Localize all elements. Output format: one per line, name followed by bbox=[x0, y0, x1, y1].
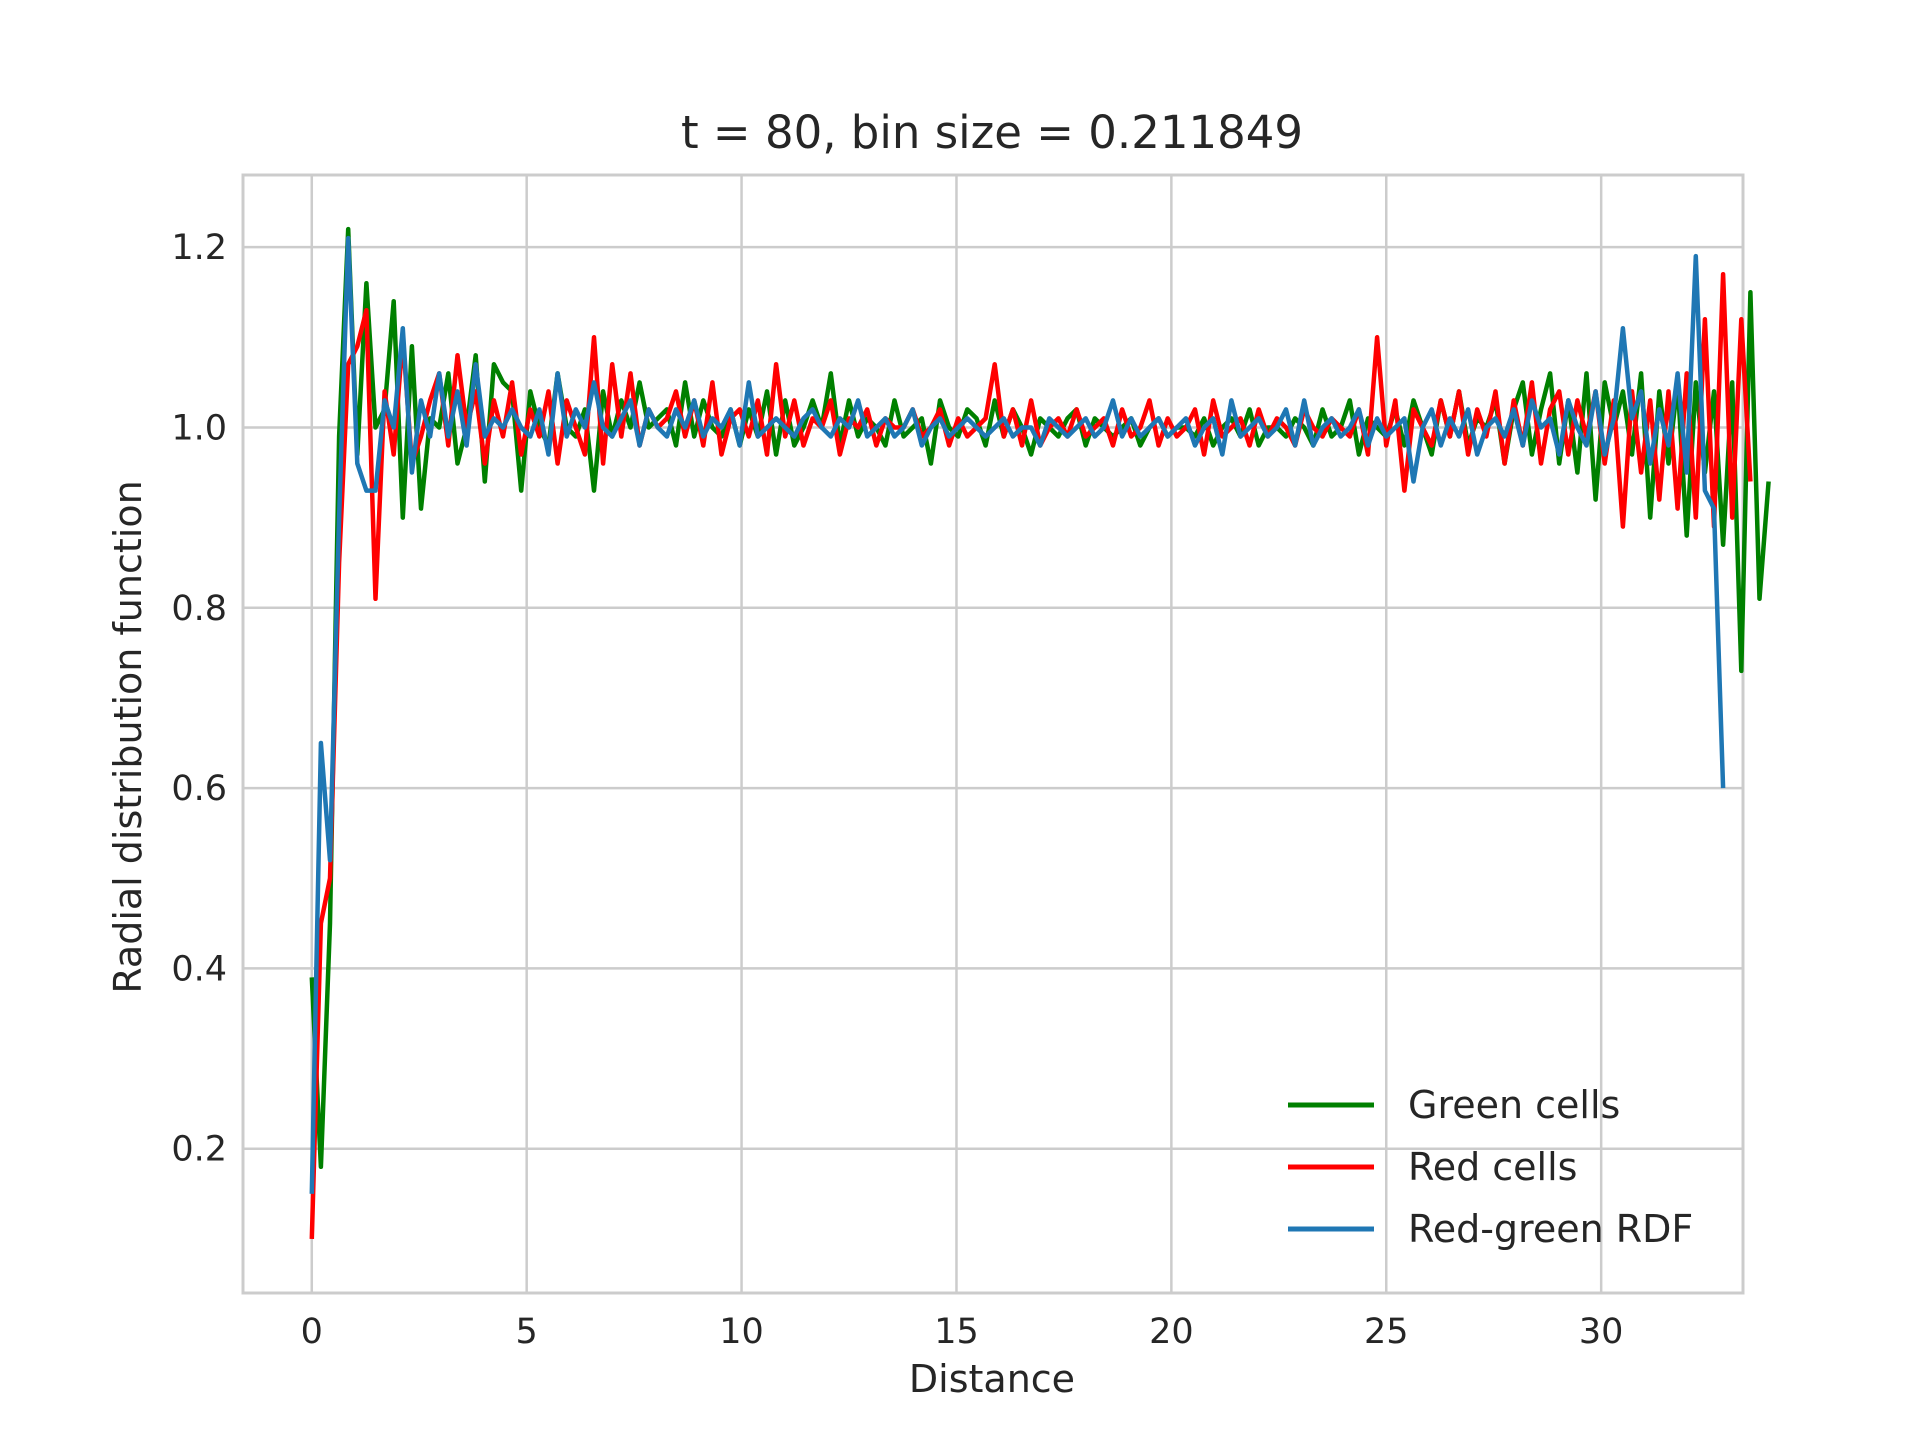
plot-frame bbox=[241, 173, 1745, 1295]
chart-title: t = 80, bin size = 0.211849 bbox=[681, 106, 1303, 159]
legend-label: Green cells bbox=[1408, 1083, 1620, 1127]
y-tick-label: 1.2 bbox=[171, 228, 227, 268]
series-layer bbox=[309, 226, 1771, 1239]
x-axis-label: Distance bbox=[909, 1357, 1075, 1401]
x-tick-label: 5 bbox=[516, 1312, 538, 1352]
legend-label: Red-green RDF bbox=[1408, 1207, 1693, 1251]
y-tick-label: 1.0 bbox=[171, 408, 227, 448]
y-tick-label: 0.4 bbox=[171, 949, 227, 989]
legend-label: Red cells bbox=[1408, 1145, 1577, 1189]
x-tick-label: 15 bbox=[934, 1312, 979, 1352]
y-tick-labels: 0.2 0.4 0.6 0.8 1.0 1.2 bbox=[171, 228, 227, 1170]
x-tick-label: 0 bbox=[301, 1312, 323, 1352]
series-line-3 bbox=[309, 235, 1726, 1194]
x-tick-labels: 0 5 10 15 20 25 30 bbox=[301, 1312, 1624, 1352]
legend: Green cells Red cells Red-green RDF bbox=[1288, 1083, 1693, 1251]
x-tick-label: 10 bbox=[719, 1312, 764, 1352]
y-axis-label: Radial distribution function bbox=[106, 480, 150, 993]
y-tick-label: 0.6 bbox=[171, 769, 227, 809]
x-tick-label: 30 bbox=[1579, 1312, 1624, 1352]
y-tick-label: 0.8 bbox=[171, 589, 227, 629]
x-tick-label: 25 bbox=[1364, 1312, 1409, 1352]
x-tick-label: 20 bbox=[1149, 1312, 1194, 1352]
y-tick-label: 0.2 bbox=[171, 1130, 227, 1170]
grid bbox=[243, 175, 1743, 1293]
